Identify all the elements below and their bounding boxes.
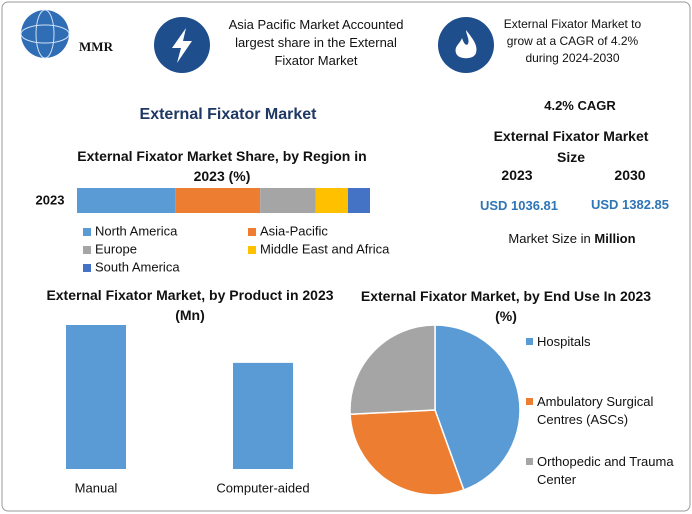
- logo: MMR: [79, 39, 114, 54]
- legend-swatch: [526, 338, 533, 345]
- logo-globe-line: [35, 9, 55, 59]
- legend-label: South America: [95, 259, 180, 274]
- bar-segment: [175, 188, 261, 213]
- unit: Million: [594, 231, 636, 246]
- main-title: External Fixator Market: [139, 106, 317, 123]
- chart-title: External Fixator Market, by Product in 2…: [46, 287, 334, 323]
- unit-note-text: Market Size in: [508, 231, 591, 246]
- chart-title: External Fixator Market, by End Use In 2…: [360, 288, 652, 324]
- legend-label: Orthopedic and Trauma Center: [537, 454, 674, 487]
- flame: [455, 30, 477, 59]
- pie-slice: [434, 324, 521, 491]
- legend-swatch: [83, 264, 91, 272]
- legend-label: North America: [95, 223, 178, 238]
- cagr: 4.2% CAGR: [544, 98, 616, 113]
- bar-segment: [77, 188, 176, 213]
- bar-segment: [260, 188, 316, 213]
- legend-label: Europe: [95, 241, 137, 256]
- highlight: External Fixator Market to grow at a CAG…: [503, 17, 642, 65]
- highlight: Asia Pacific Market Accounted largest sh…: [228, 17, 404, 68]
- logo-globe: [21, 10, 69, 58]
- market-value: USD 1382.85: [590, 197, 670, 212]
- legend-swatch: [526, 398, 533, 405]
- legend-swatch: [526, 458, 533, 465]
- year: 2023: [501, 167, 533, 183]
- bolt: [172, 28, 192, 63]
- year: 2030: [614, 167, 646, 183]
- logo-globe-line: [20, 24, 70, 44]
- chart-title: External Fixator Market Share, by Region…: [77, 148, 367, 184]
- market-value: USD 1036.81: [479, 198, 559, 213]
- y-tick-label: 2023: [36, 192, 65, 207]
- x-tick-label: Manual: [75, 480, 118, 495]
- pie-slice: [349, 409, 465, 496]
- legend-label: Asia-Pacific: [260, 223, 328, 238]
- x-tick-label: Computer-aided: [216, 480, 309, 495]
- legend-label: Middle East and Africa: [260, 241, 390, 256]
- bar-segment: [315, 188, 349, 213]
- size-title: External Fixator Market Size: [493, 128, 649, 165]
- legend-swatch: [248, 246, 256, 254]
- legend-swatch: [83, 228, 91, 236]
- pie-slice: [349, 324, 436, 416]
- legend-label: Hospitals: [537, 334, 591, 349]
- legend-swatch: [83, 246, 91, 254]
- bar: [66, 325, 126, 469]
- legend-label: Ambulatory Surgical Centres (ASCs): [537, 394, 654, 427]
- legend-swatch: [248, 228, 256, 236]
- bar: [233, 362, 293, 469]
- unit-note: Market Size in Million: [482, 231, 662, 246]
- bar-segment: [348, 188, 370, 213]
